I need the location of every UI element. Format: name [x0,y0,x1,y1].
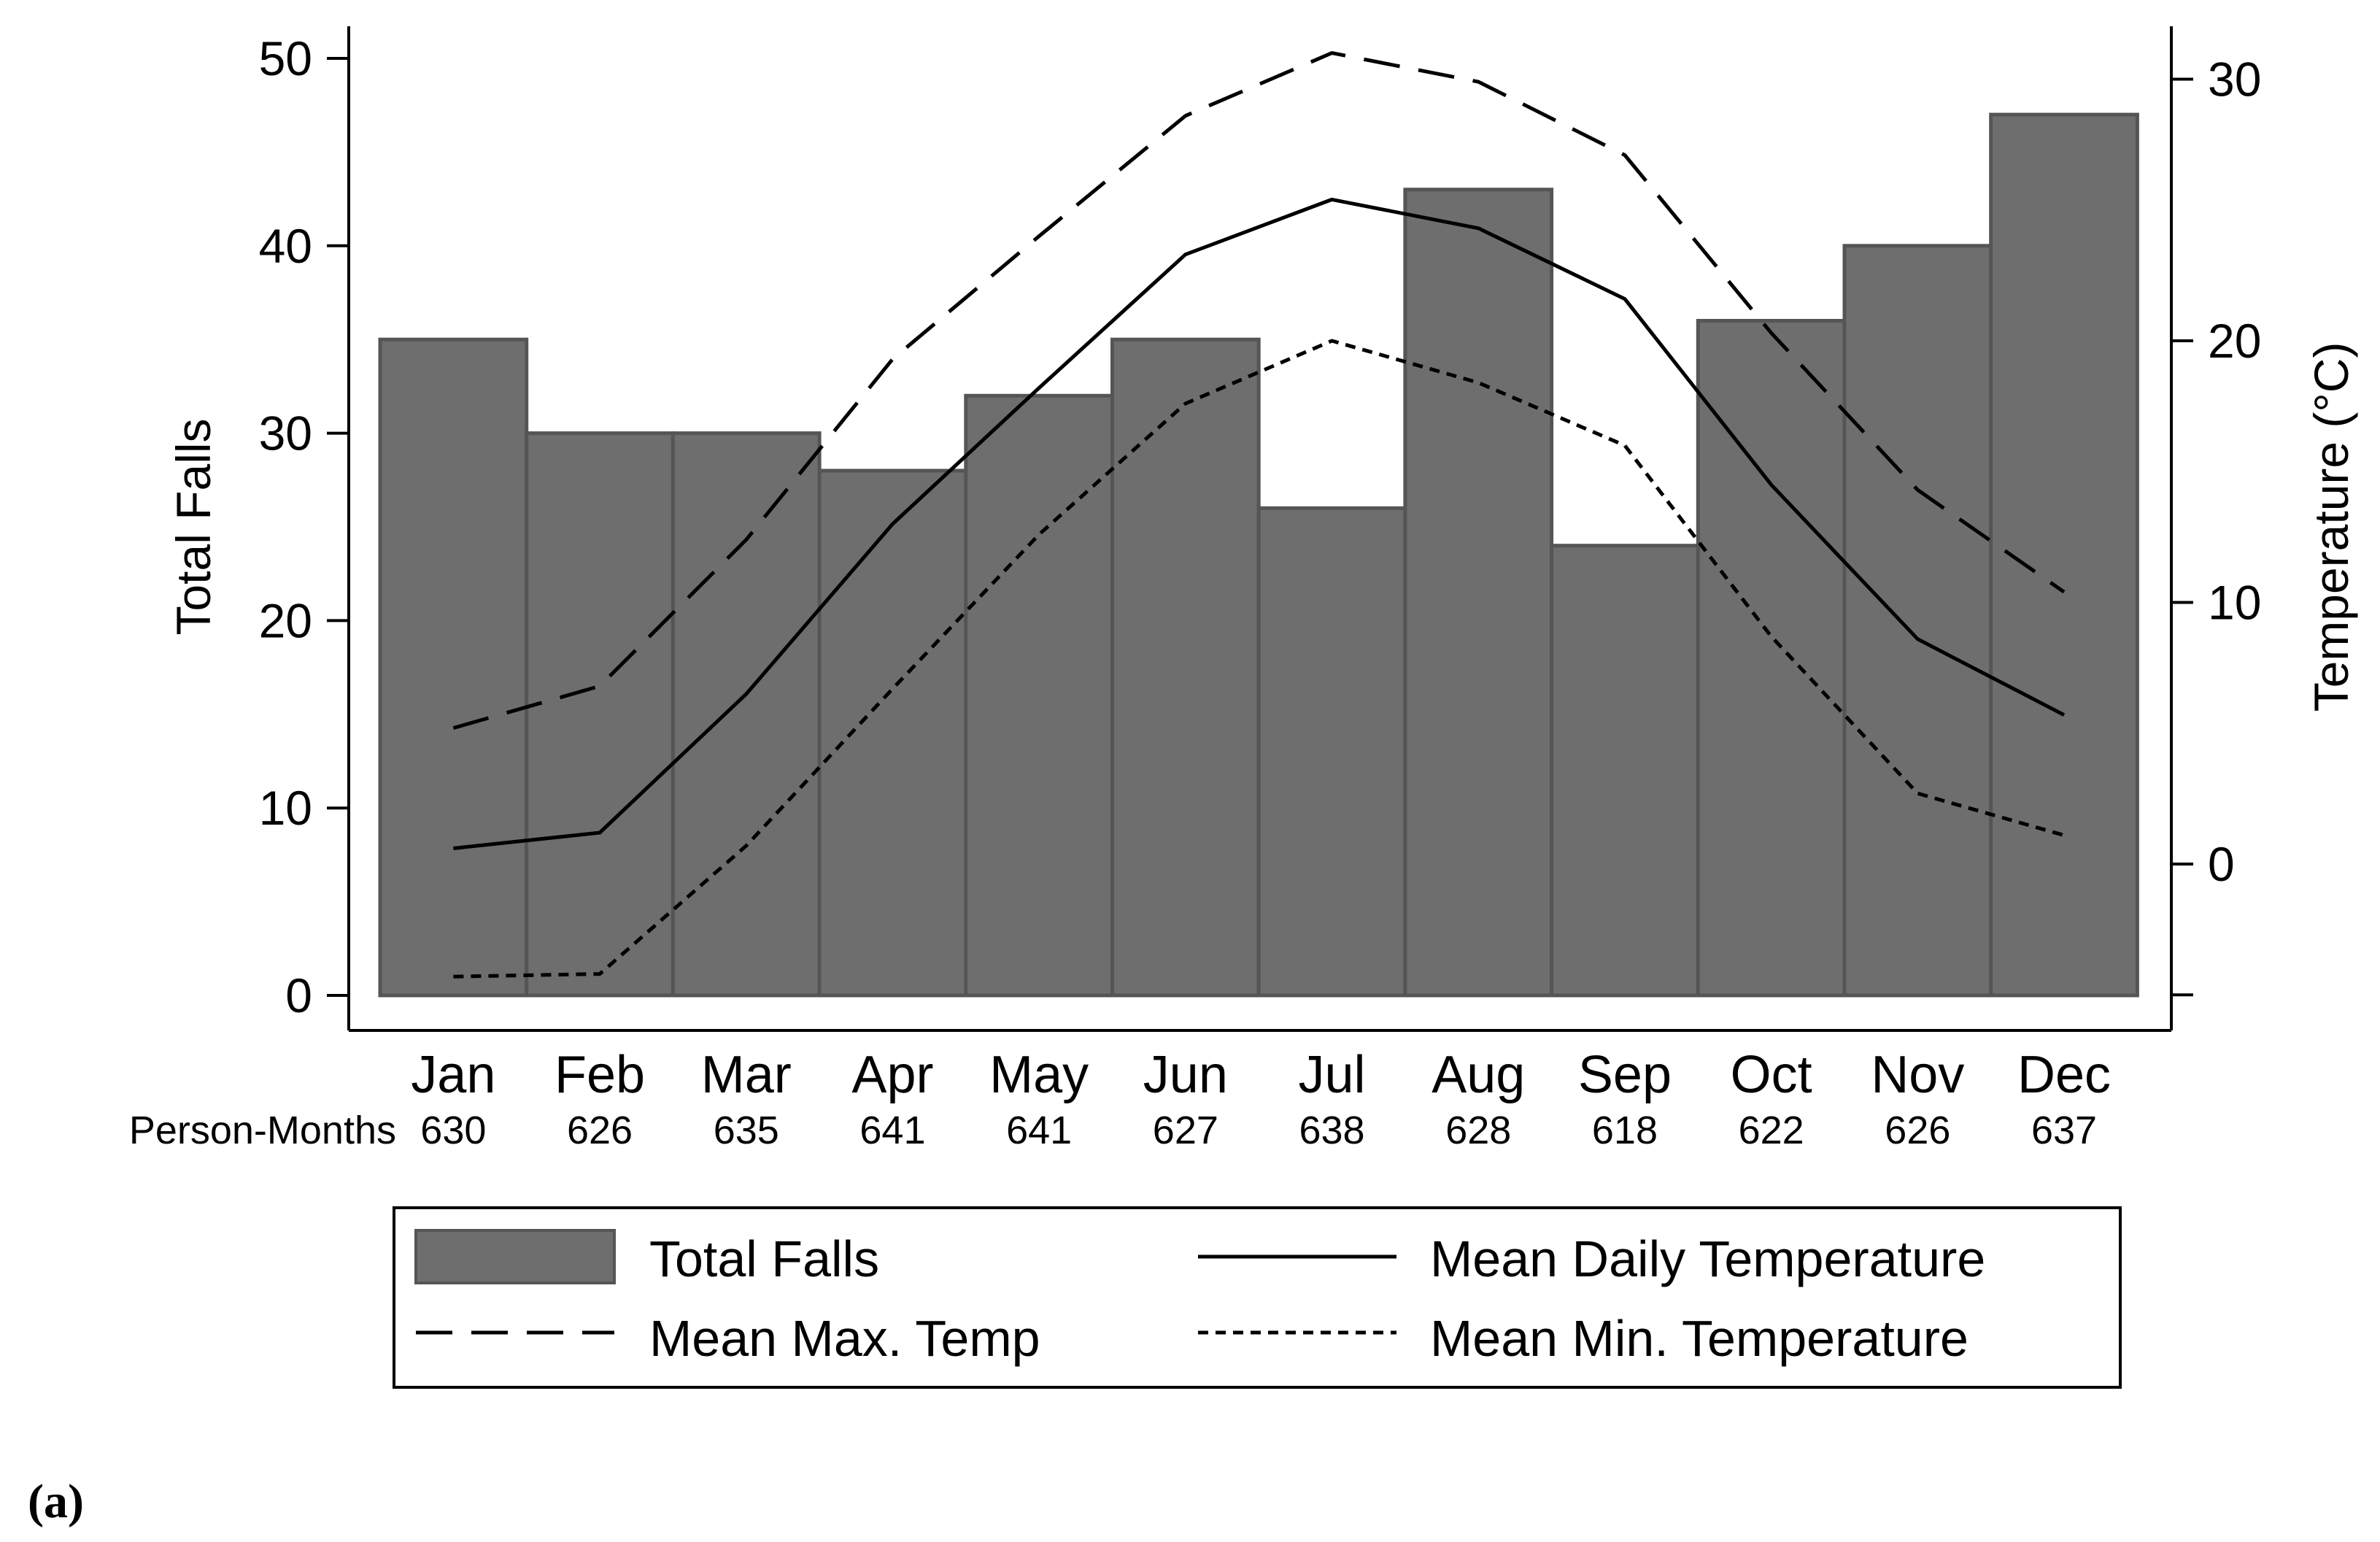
bar-may [964,393,1115,998]
person-months-label: Person-Months [129,1109,396,1152]
legend-box [393,1206,2122,1389]
lines-layer [452,51,2066,979]
labels-layer: 0 10 20 30 40 50 0 10 20 30 Total Falls Temperature… [129,31,2358,1152]
person-months-value: 641 [859,1109,925,1152]
person-months-value: 627 [1153,1109,1218,1152]
left-tick-label: 40 [259,219,312,273]
legend-label-mean-min-temperature: Mean Min. Temperature [1430,1310,1968,1367]
x-tick-label: Sep [1578,1046,1672,1104]
legend: Total Falls Mean Daily Temperature Mean Ma… [393,1206,2122,1389]
x-tick-label: Mar [701,1046,792,1104]
bar-jul [1256,506,1407,998]
x-tick-label: Aug [1432,1046,1525,1104]
x-tick-label: Dec [2017,1046,2111,1104]
legend-label-mean-max-temp: Mean Max. Temp [649,1310,1040,1367]
bar-aug [1403,188,1554,998]
bar-dec [1989,112,2139,998]
right-tick-label: 0 [2208,837,2235,891]
bar-apr [817,469,968,998]
y-axis-left-title: Total Falls [166,418,220,635]
person-months-value: 628 [1445,1109,1511,1152]
left-tick-label: 50 [259,31,312,85]
left-tick-label: 30 [259,406,312,460]
bar-jan [378,337,529,998]
axes-layer [327,26,2193,1032]
bar-mar [671,431,822,998]
left-tick-label: 10 [259,781,312,835]
panel-label: (a) [28,1475,84,1528]
x-tick-label: May [989,1046,1089,1104]
person-months-value: 618 [1592,1109,1658,1152]
x-tick-label: Jul [1299,1046,1366,1104]
x-tick-label: Nov [1871,1046,1964,1104]
bar-jun [1110,337,1261,998]
legend-swatch-total-falls [414,1229,616,1284]
bar-sep [1550,544,1700,998]
legend-label-total-falls: Total Falls [649,1230,879,1287]
left-tick-label: 0 [285,968,312,1022]
x-tick-label: Apr [851,1046,933,1104]
person-months-value: 635 [714,1109,779,1152]
x-tick-label: Oct [1731,1046,1812,1104]
y-axis-right-title: Temperature (°C) [2304,342,2358,712]
bar-nov [1842,244,1993,998]
x-tick-label: Jun [1143,1046,1228,1104]
legend-label-mean-daily-temperature: Mean Daily Temperature [1430,1230,1985,1287]
x-tick-label: Jan [411,1046,495,1104]
person-months-value: 637 [2031,1109,2097,1152]
series-line-mean-daily-temperature [453,197,2066,850]
person-months-value: 638 [1299,1109,1364,1152]
person-months-value: 630 [420,1109,486,1152]
bar-feb [525,431,675,998]
right-tick-label: 30 [2208,53,2261,107]
person-months-value: 641 [1006,1109,1072,1152]
x-tick-label: Feb [555,1046,645,1104]
person-months-value: 626 [1885,1109,1950,1152]
bars-layer [378,112,2139,998]
bar-oct [1696,319,1847,998]
left-tick-label: 20 [259,593,312,647]
person-months-value: 626 [567,1109,633,1152]
right-tick-label: 20 [2208,314,2261,368]
right-tick-label: 10 [2208,576,2261,630]
person-months-value: 622 [1739,1109,1804,1152]
